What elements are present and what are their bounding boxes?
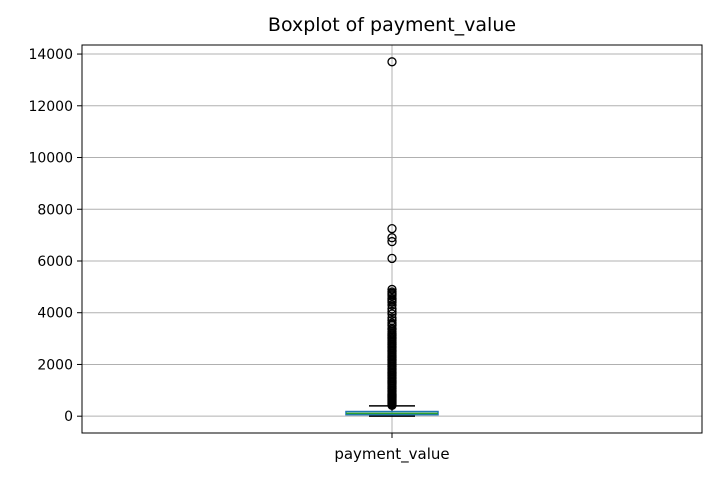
axis-layer: 0 2000 4000 6000 8000 10000 12000 14000 payment_… xyxy=(28,47,449,464)
outlier-point xyxy=(387,300,397,310)
y-tick-label: 0 xyxy=(64,409,73,425)
outlier-point xyxy=(387,253,397,264)
y-tick-label: 4000 xyxy=(37,306,73,322)
x-tick-label: payment_value xyxy=(334,445,449,464)
chart-title: Boxplot of payment_value xyxy=(267,14,517,36)
outlier-point xyxy=(387,313,397,323)
outlier-layer xyxy=(387,57,397,410)
y-tick-label: 12000 xyxy=(28,99,73,115)
outlier-point xyxy=(387,287,397,297)
outlier-point xyxy=(387,309,397,319)
outlier-point xyxy=(387,233,397,243)
outlier-point xyxy=(387,224,397,234)
y-tick-label: 6000 xyxy=(37,254,73,270)
outlier-point xyxy=(387,236,397,247)
y-tick-label: 10000 xyxy=(28,151,73,167)
y-tick-label: 2000 xyxy=(37,357,73,373)
outlier-point xyxy=(387,284,397,295)
outlier-point xyxy=(387,315,397,326)
outlier-point xyxy=(387,57,397,67)
outlier-point xyxy=(387,306,397,317)
outlier-point xyxy=(387,293,397,304)
y-tick-label: 14000 xyxy=(28,47,73,63)
y-tick-label: 8000 xyxy=(37,202,73,218)
outlier-point xyxy=(387,318,397,328)
